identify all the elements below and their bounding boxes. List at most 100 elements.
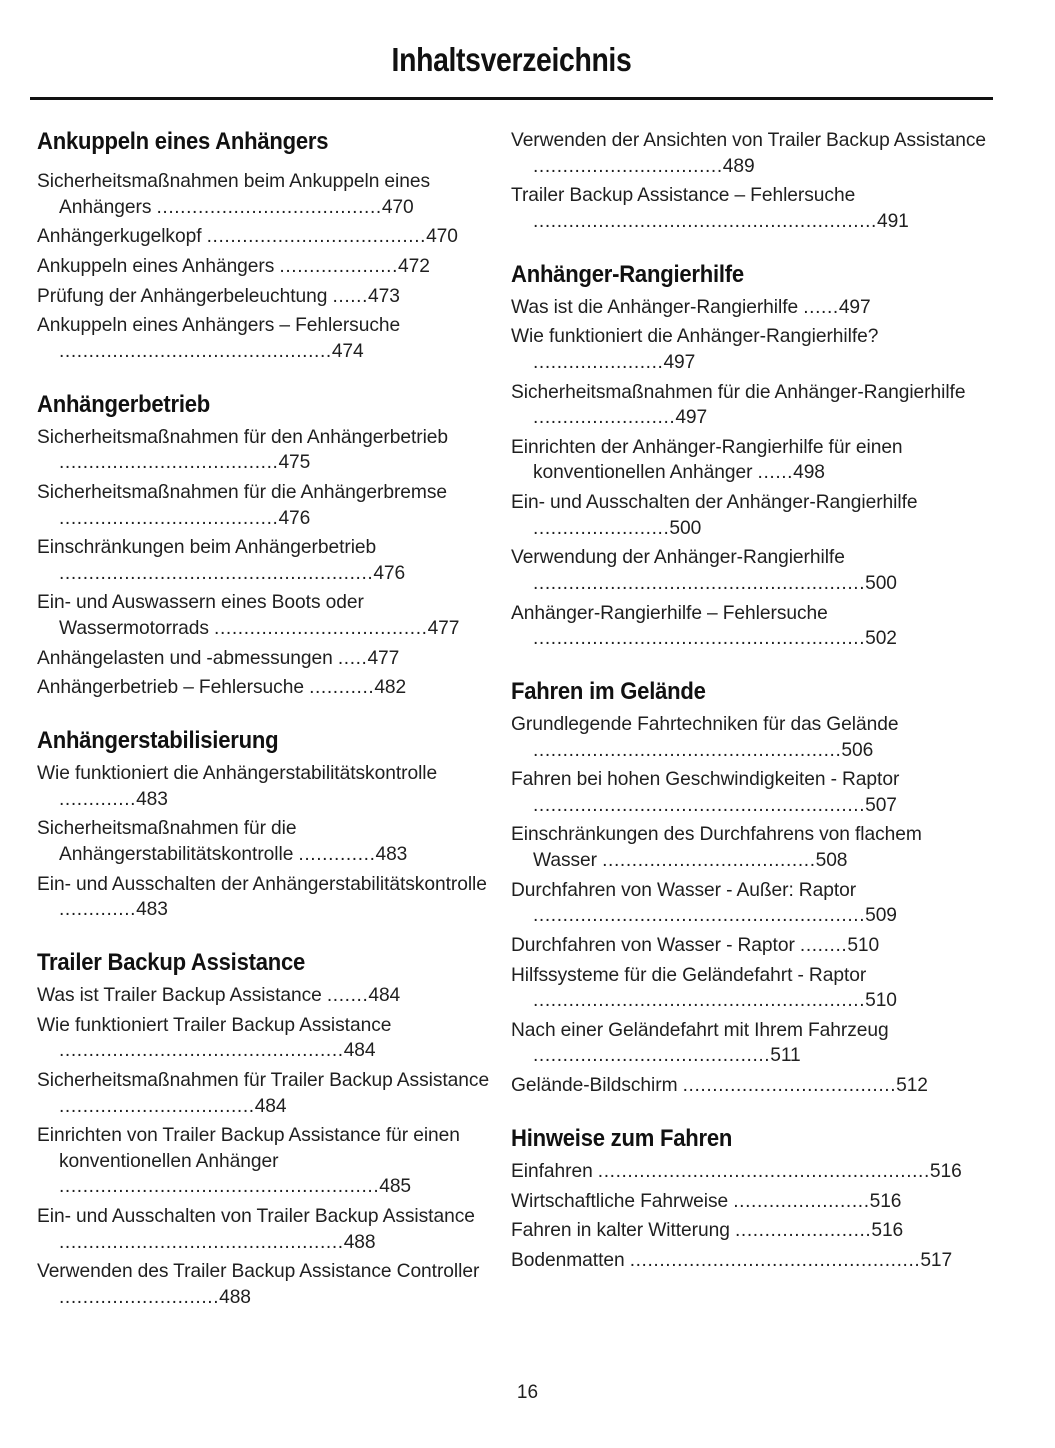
toc-entry-dot-leader: .....................................	[59, 452, 279, 474]
toc-entry[interactable]: Fahren bei hohen Geschwindigkeiten - Rap…	[511, 767, 990, 818]
toc-entry-page-number: 506	[841, 739, 874, 761]
toc-entry[interactable]: Wirtschaftliche Fahrweise ..............…	[511, 1189, 990, 1215]
toc-entry[interactable]: Sicherheitsmaßnahmen für Trailer Backup …	[37, 1068, 492, 1119]
toc-entry[interactable]: Verwendung der Anhänger-Rangierhilfe ...…	[511, 545, 990, 596]
toc-entry[interactable]: Einschränkungen beim Anhängerbetrieb ...…	[37, 535, 492, 586]
toc-entry[interactable]: Anhänger-Rangierhilfe – Fehlersuche ....…	[511, 601, 990, 652]
toc-entry-title: Fahren bei hohen Geschwindigkeiten - Rap…	[511, 769, 900, 791]
toc-entry[interactable]: Anhängelasten und -abmessungen .....477	[37, 646, 492, 672]
toc-entry[interactable]: Trailer Backup Assistance – Fehlersuche …	[511, 183, 990, 234]
toc-entry[interactable]: Wie funktioniert die Anhängerstabilitäts…	[37, 761, 492, 812]
toc-entry-page-number: 517	[920, 1249, 953, 1271]
toc-entry[interactable]: Bodenmatten ............................…	[511, 1248, 990, 1274]
toc-entry-dot-leader: .....	[337, 647, 368, 669]
toc-entry-tail: ....................472	[274, 256, 429, 277]
toc-entry[interactable]: Anhängerbetrieb – Fehlersuche ..........…	[37, 675, 492, 701]
toc-entry-dot-leader: ........................	[533, 407, 676, 429]
toc-entry[interactable]: Sicherheitsmaßnahmen für die Anhänger-Ra…	[511, 380, 990, 431]
toc-entry-page-number: 489	[722, 155, 755, 177]
toc-entry[interactable]: Ankuppeln eines Anhängers – Fehlersuche …	[37, 313, 492, 364]
toc-entry-tail: ........................................…	[59, 1232, 376, 1253]
toc-entry[interactable]: Hilfssysteme für die Geländefahrt - Rapt…	[511, 963, 990, 1014]
toc-entry-title: Einrichten von Trailer Backup Assistance…	[37, 1125, 460, 1172]
toc-entry[interactable]: Gelände-Bildschirm .....................…	[511, 1073, 990, 1099]
toc-entry-dot-leader: ........................................…	[533, 794, 866, 816]
toc-entry[interactable]: Ein- und Ausschalten der Anhänger-Rangie…	[511, 490, 990, 541]
toc-entry-page-number: 509	[865, 905, 897, 927]
toc-entry-page-number: 483	[136, 788, 168, 810]
toc-entry-dot-leader: ........................................…	[629, 1249, 921, 1271]
toc-entry[interactable]: Was ist Trailer Backup Assistance ......…	[37, 983, 492, 1009]
section-heading: Anhängerstabilisierung	[37, 726, 279, 754]
toc-entry-tail: ........................................…	[533, 628, 897, 649]
toc-entry[interactable]: Verwenden der Ansichten von Trailer Back…	[511, 128, 990, 179]
toc-entry-title: Einfahren	[511, 1160, 593, 1182]
toc-entry-tail: ......................................47…	[151, 197, 413, 218]
section-heading-wrapper: Anhängerstabilisierung	[37, 727, 492, 757]
toc-entry-page-number: 502	[865, 628, 897, 650]
toc-entry[interactable]: Grundlegende Fahrtechniken für das Gelän…	[511, 712, 990, 763]
toc-entry-title: Was ist die Anhänger-Rangierhilfe	[511, 296, 799, 318]
toc-entry[interactable]: Ein- und Auswassern eines Boots oder Was…	[37, 590, 492, 641]
toc-entry[interactable]: Sicherheitsmaßnahmen für den Anhängerbet…	[37, 425, 492, 476]
toc-entry-page-number: 508	[815, 850, 848, 872]
toc-columns: Ankuppeln eines Anhängers Sicherheitsmaßn…	[0, 128, 1055, 1311]
toc-entry[interactable]: Sicherheitsmaßnahmen für die Anhängersta…	[37, 816, 492, 867]
toc-entry-tail: .....................................476	[59, 508, 310, 529]
toc-entry-dot-leader: ........................................…	[59, 1176, 380, 1198]
toc-entry-tail: .....477	[333, 648, 399, 669]
toc-entry-title: Trailer Backup Assistance – Fehlersuche	[511, 185, 856, 207]
toc-entry[interactable]: Anhängerkugelkopf ......................…	[37, 224, 492, 250]
section-heading-wrapper: Trailer Backup Assistance	[37, 949, 492, 979]
toc-entry-page-number: 510	[865, 990, 897, 1012]
toc-entry[interactable]: Einschränkungen des Durchfahrens von fla…	[511, 822, 990, 873]
toc-entry-page-number: 484	[368, 985, 401, 1007]
toc-entry-dot-leader: ........................................…	[533, 210, 877, 232]
toc-entry-title: Fahren in kalter Witterung	[511, 1220, 730, 1242]
toc-entry-page-number: 484	[343, 1040, 376, 1062]
toc-entry-list: Was ist Trailer Backup Assistance ......…	[37, 983, 492, 1311]
toc-entry-list: Grundlegende Fahrtechniken für das Gelän…	[511, 712, 990, 1099]
toc-entry-dot-leader: ......	[332, 285, 369, 307]
toc-entry[interactable]: Ein- und Ausschalten der Anhängerstabili…	[37, 872, 492, 923]
toc-entry[interactable]: Sicherheitsmaßnahmen für die Anhängerbre…	[37, 480, 492, 531]
toc-entry-dot-leader: ...........................	[59, 1286, 220, 1308]
toc-entry[interactable]: Durchfahren von Wasser - Raptor ........…	[511, 933, 990, 959]
toc-entry-dot-leader: .......	[326, 985, 369, 1007]
toc-section: Verwenden der Ansichten von Trailer Back…	[511, 128, 990, 235]
toc-entry[interactable]: Durchfahren von Wasser - Außer: Raptor .…	[511, 878, 990, 929]
toc-entry[interactable]: Prüfung der Anhängerbeleuchtung ......47…	[37, 284, 492, 310]
toc-entry[interactable]: Wie funktioniert die Anhänger-Rangierhil…	[511, 324, 990, 375]
toc-entry[interactable]: Sicherheitsmaßnahmen beim Ankuppeln eine…	[37, 169, 492, 220]
toc-section: Ankuppeln eines Anhängers Sicherheitsmaßn…	[37, 128, 492, 365]
toc-entry-tail: ........................................…	[59, 563, 405, 584]
toc-entry[interactable]: Wie funktioniert Trailer Backup Assistan…	[37, 1013, 492, 1064]
toc-entry-page-number: 497	[663, 351, 696, 373]
toc-entry[interactable]: Ein- und Ausschalten von Trailer Backup …	[37, 1204, 492, 1255]
toc-entry[interactable]: Einrichten von Trailer Backup Assistance…	[37, 1123, 492, 1200]
toc-entry-title: Hilfssysteme für die Geländefahrt - Rapt…	[511, 964, 867, 986]
toc-entry[interactable]: Ankuppeln eines Anhängers ..............…	[37, 254, 492, 280]
toc-entry[interactable]: Einfahren ..............................…	[511, 1159, 990, 1185]
toc-entry[interactable]: Was ist die Anhänger-Rangierhilfe ......…	[511, 295, 990, 321]
toc-entry-title: Verwendung der Anhänger-Rangierhilfe	[511, 547, 845, 569]
toc-entry[interactable]: Verwenden des Trailer Backup Assistance …	[37, 1259, 492, 1310]
toc-entry-page-number: 474	[331, 340, 364, 362]
toc-entry-title: Einschränkungen beim Anhängerbetrieb	[37, 537, 377, 559]
toc-entry-page-number: 476	[373, 562, 406, 584]
toc-entry[interactable]: Fahren in kalter Witterung .............…	[511, 1218, 990, 1244]
toc-entry-tail: ........................................…	[593, 1161, 962, 1182]
toc-entry-page-number: 485	[379, 1176, 411, 1198]
toc-entry-title: Sicherheitsmaßnahmen für die Anhänger-Ra…	[511, 381, 966, 403]
toc-entry-list: Sicherheitsmaßnahmen beim Ankuppeln eine…	[37, 169, 492, 364]
toc-entry-dot-leader: ....................	[279, 256, 399, 278]
toc-section: Fahren im Gelände Grundlegende Fahrtechni…	[511, 678, 990, 1099]
toc-entry[interactable]: Nach einer Geländefahrt mit Ihrem Fahrze…	[511, 1018, 990, 1069]
toc-entry-dot-leader: ....................................	[214, 618, 428, 640]
toc-entry[interactable]: Einrichten der Anhänger-Rangierhilfe für…	[511, 435, 990, 486]
toc-entry-page-number: 484	[254, 1095, 287, 1117]
toc-entry-page-number: 511	[770, 1045, 801, 1067]
toc-entry-tail: .....................................475	[59, 452, 310, 473]
toc-entry-page-number: 512	[896, 1075, 928, 1097]
